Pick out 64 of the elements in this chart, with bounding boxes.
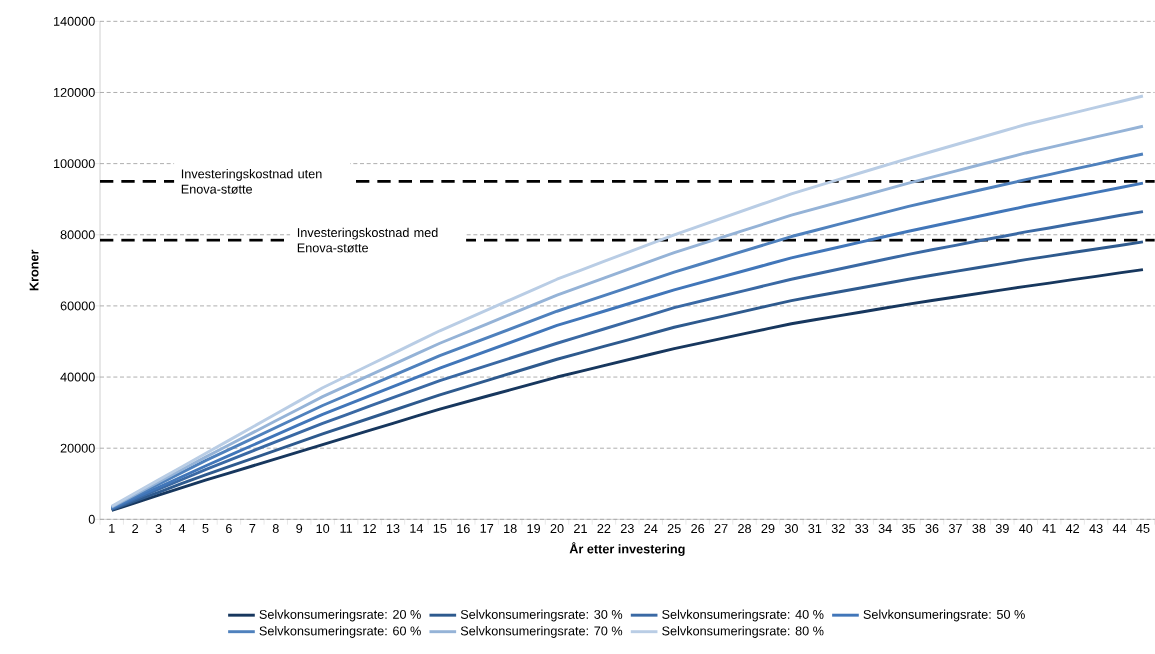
x-tick-label: 27 xyxy=(714,524,728,533)
legend-label: Selvkonsumeringsrate: 40 % xyxy=(662,609,824,622)
legend-label: Selvkonsumeringsrate: 50 % xyxy=(863,609,1025,622)
x-tick-label: 25 xyxy=(667,524,681,534)
x-tick-label: 30 xyxy=(784,524,798,534)
x-tick-label: 29 xyxy=(761,524,775,534)
x-tick-label: 39 xyxy=(995,524,1009,534)
x-tick-label: 17 xyxy=(480,524,494,533)
x-tick-label: 42 xyxy=(1065,524,1080,533)
legend-label: Selvkonsumeringsrate: 60 % xyxy=(259,626,421,638)
x-tick-label: 22 xyxy=(597,524,611,533)
x-tick-label: 16 xyxy=(457,524,470,534)
ref-line-label: Investeringskostnad uten Enova-støtte xyxy=(181,169,322,194)
x-tick-label: 43 xyxy=(1089,524,1103,534)
y-tick-label: 100000 xyxy=(53,159,95,169)
x-tick-label: 21 xyxy=(574,524,587,533)
x-tick-label: 28 xyxy=(738,524,752,534)
x-tick-label: 11 xyxy=(340,524,353,533)
x-tick-label: 14 xyxy=(410,524,424,533)
x-tick-label: 19 xyxy=(527,524,541,534)
x-tick-label: 1 xyxy=(109,524,115,533)
x-tick-label: 3 xyxy=(155,524,162,534)
legend-label: Selvkonsumeringsrate: 20 % xyxy=(259,609,421,622)
x-tick-label: 7 xyxy=(249,524,256,533)
x-tick-label: 34 xyxy=(878,524,892,534)
y-tick-label: 60000 xyxy=(60,301,95,311)
x-tick-label: 40 xyxy=(1019,524,1033,534)
legend-label: Selvkonsumeringsrate: 30 % xyxy=(460,609,623,622)
x-tick-label: 44 xyxy=(1112,524,1127,533)
y-tick-label: 40000 xyxy=(60,372,95,382)
x-tick-label: 9 xyxy=(296,524,303,534)
y-axis-title: Kroner xyxy=(29,249,39,291)
x-tick-label: 26 xyxy=(691,524,705,534)
x-tick-label: 12 xyxy=(363,524,376,533)
x-tick-label: 20 xyxy=(550,524,564,534)
x-tick-label: 6 xyxy=(226,524,232,534)
x-tick-label: 8 xyxy=(272,524,279,534)
x-tick-label: 33 xyxy=(855,524,869,534)
x-tick-label: 37 xyxy=(948,524,962,534)
x-tick-label: 32 xyxy=(831,524,845,534)
x-tick-label: 23 xyxy=(620,524,634,534)
x-tick-label: 2 xyxy=(132,524,139,533)
y-tick-label: 0 xyxy=(88,514,95,524)
x-tick-label: 31 xyxy=(808,524,822,534)
x-tick-label: 41 xyxy=(1042,524,1056,533)
x-axis-title: År etter investering xyxy=(569,542,685,557)
x-tick-label: 10 xyxy=(316,524,330,534)
x-tick-label: 24 xyxy=(644,524,658,533)
y-tick-label: 20000 xyxy=(60,443,95,453)
x-tick-label: 4 xyxy=(178,524,186,533)
x-tick-label: 35 xyxy=(902,524,916,534)
x-tick-label: 36 xyxy=(925,524,939,534)
x-tick-label: 13 xyxy=(386,524,400,534)
x-tick-label: 18 xyxy=(504,524,517,534)
y-tick-label: 140000 xyxy=(53,16,95,26)
x-tick-label: 45 xyxy=(1136,524,1150,533)
ref-line-label: Investeringskostnad med Enova-støtte xyxy=(297,227,438,253)
x-tick-label: 38 xyxy=(972,524,986,534)
legend-label: Selvkonsumeringsrate: 80 % xyxy=(662,626,824,638)
legend-label: Selvkonsumeringsrate: 70 % xyxy=(460,626,623,638)
x-tick-label: 5 xyxy=(202,524,209,533)
y-tick-label: 120000 xyxy=(53,87,95,97)
y-tick-label: 80000 xyxy=(60,230,95,240)
x-tick-label: 15 xyxy=(433,524,447,533)
